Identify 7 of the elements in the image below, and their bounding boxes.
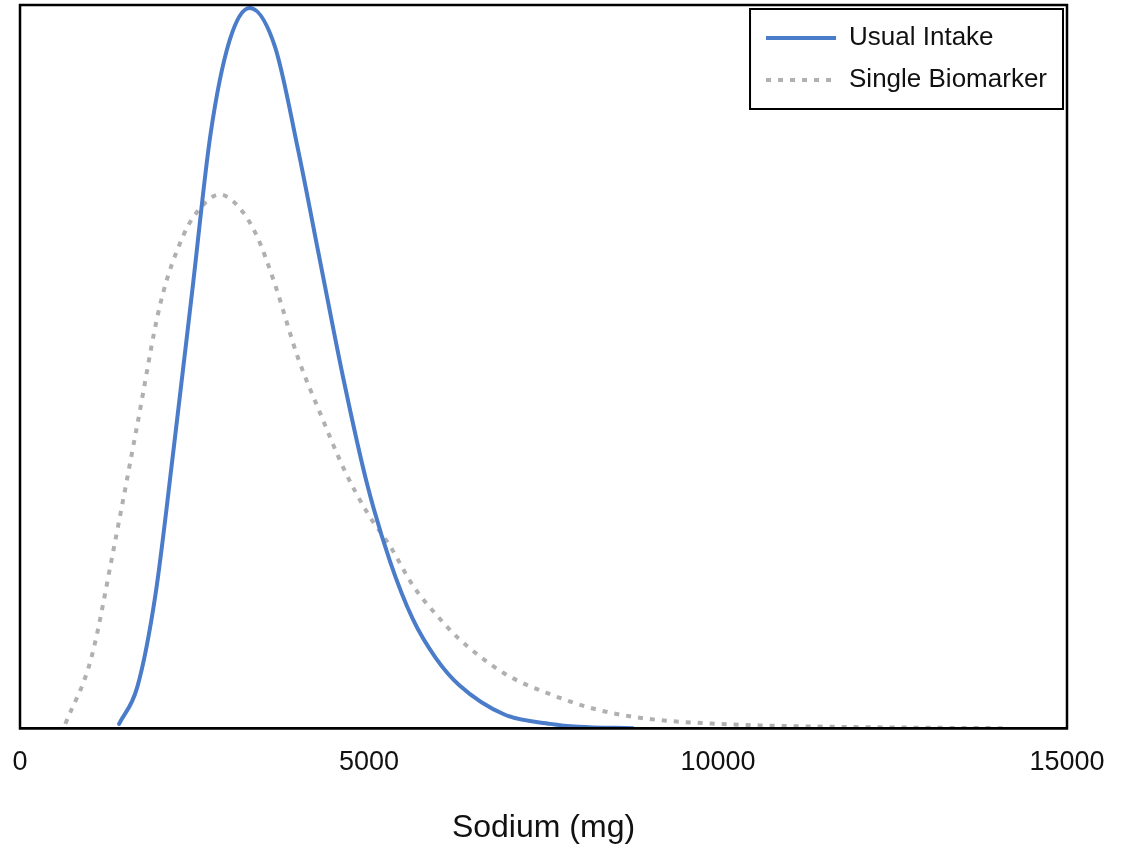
x-axis-title: Sodium (mg) bbox=[451, 807, 636, 844]
x-tick-label: 10000 bbox=[680, 745, 756, 776]
x-tick-label: 5000 bbox=[338, 745, 400, 776]
legend-label: Single Biomarker bbox=[849, 63, 1048, 94]
x-tick-label: 15000 bbox=[1029, 745, 1105, 776]
x-tick-label: 0 bbox=[12, 745, 28, 776]
legend-label: Usual Intake bbox=[849, 21, 994, 52]
